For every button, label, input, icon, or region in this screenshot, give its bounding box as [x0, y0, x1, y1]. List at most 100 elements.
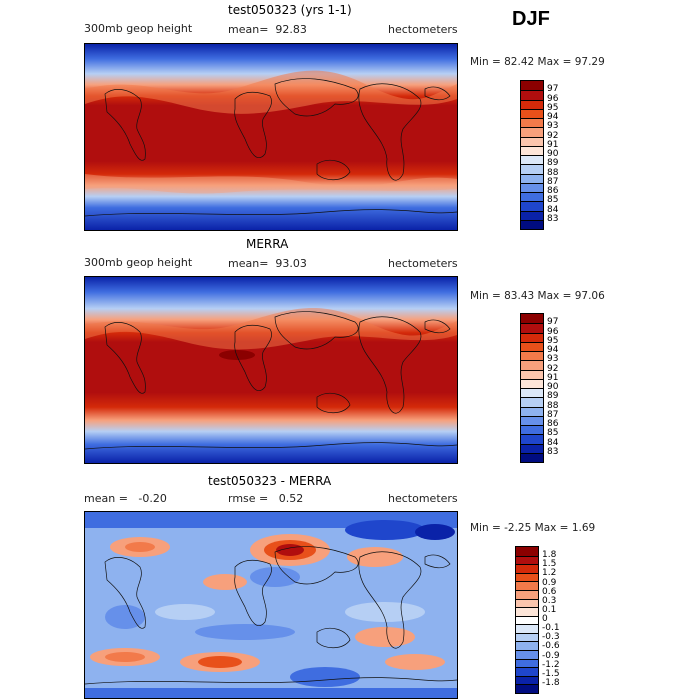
colorbar-label: 96: [547, 326, 559, 337]
panel3-rmse: rmse = 0.52: [228, 492, 303, 505]
colorbar-swatch: [521, 397, 543, 407]
panel1-map: [84, 43, 458, 231]
colorbar-swatch: [516, 675, 538, 685]
panel1-mean: mean= 92.83: [228, 23, 307, 36]
colorbar-label: 86: [547, 419, 559, 429]
panel2-field: [85, 277, 457, 463]
colorbar-label: 87: [547, 409, 559, 420]
panel3-max-label: Max =: [534, 522, 569, 534]
colorbar-swatch: [516, 607, 538, 616]
panel2-mean-label: mean=: [228, 257, 269, 270]
panel3-title: test050323 - MERRA: [208, 474, 332, 488]
colorbar-swatch: [521, 173, 543, 183]
panel1-mean-value: 92.83: [275, 23, 307, 36]
colorbar-swatch: [521, 415, 543, 425]
panel1-units: hectometers: [388, 23, 458, 36]
colorbar-swatch: [521, 425, 543, 435]
colorbar-label: 95: [547, 335, 559, 346]
colorbar-swatch: [521, 341, 543, 351]
panel2-colorbar: [520, 313, 544, 463]
colorbar-swatch: [516, 598, 538, 608]
panel1-max-value: 97.29: [574, 56, 605, 68]
colorbar-swatch: [516, 615, 538, 625]
colorbar-label: 96: [547, 93, 559, 104]
colorbar-swatch: [521, 90, 543, 100]
colorbar-swatch: [521, 210, 543, 220]
colorbar-label: -1.2: [542, 659, 560, 670]
colorbar-label: 84: [547, 437, 559, 448]
panel2-min-label: Min =: [470, 290, 501, 302]
panel1-max-label: Max =: [537, 56, 572, 68]
colorbar-label: 87: [547, 176, 559, 187]
colorbar-swatch: [521, 332, 543, 342]
colorbar-label: -0.1: [542, 623, 560, 634]
colorbar-label: 88: [547, 400, 559, 411]
colorbar-swatch: [521, 452, 543, 462]
colorbar-swatch: [521, 351, 543, 361]
panel2-title: MERRA: [246, 237, 289, 251]
colorbar-label: 84: [547, 204, 559, 215]
colorbar-swatch: [521, 155, 543, 165]
colorbar-swatch: [516, 589, 538, 599]
panel1-colorbar: [520, 80, 544, 230]
colorbar-swatch: [521, 192, 543, 202]
colorbar-label: 94: [547, 112, 559, 122]
colorbar-label: 85: [547, 195, 559, 206]
colorbar-swatch: [521, 145, 543, 155]
colorbar-label: 97: [547, 317, 559, 328]
panel3-max-value: 1.69: [571, 522, 596, 534]
panel2-minmax: Min = 83.43 Max = 97.06: [470, 290, 605, 302]
colorbar-label: 93: [547, 354, 559, 365]
panel3-colorbar: [515, 546, 539, 694]
colorbar-label: 95: [547, 102, 559, 113]
panel2-max-value: 97.06: [574, 290, 605, 302]
colorbar-label: 93: [547, 121, 559, 132]
colorbar-label: -0.3: [542, 632, 560, 643]
colorbar-swatch: [516, 641, 538, 651]
colorbar-label: 1.2: [542, 568, 557, 579]
colorbar-label: -0.6: [542, 641, 560, 652]
colorbar-label: 88: [547, 167, 559, 178]
colorbar-label: 90: [547, 149, 559, 159]
panel1-min-value: 82.42: [504, 56, 535, 68]
panel1-min-label: Min =: [470, 56, 501, 68]
colorbar-label: 0: [542, 614, 548, 624]
colorbar-swatch: [521, 388, 543, 398]
panel1-mean-label: mean=: [228, 23, 269, 36]
colorbar-label: -0.9: [542, 650, 560, 661]
panel2-mean: mean= 93.03: [228, 257, 307, 270]
colorbar-swatch: [516, 658, 538, 668]
colorbar-label: -1.8: [542, 677, 560, 688]
panel3-map: [84, 511, 458, 699]
colorbar-swatch: [521, 108, 543, 118]
colorbar-label: 91: [547, 139, 559, 150]
panel1-left-text: 300mb geop height: [84, 22, 193, 35]
panel3-min-label: Min =: [470, 522, 501, 534]
colorbar-label: 89: [547, 158, 559, 169]
season-label: DJF: [512, 8, 550, 30]
colorbar-swatch: [521, 323, 543, 333]
colorbar-swatch: [521, 378, 543, 388]
colorbar-label: 0.1: [542, 604, 557, 615]
colorbar-swatch: [516, 624, 538, 633]
colorbar-label: 1.5: [542, 559, 557, 570]
colorbar-label: 90: [547, 382, 559, 392]
panel2-mean-value: 93.03: [275, 257, 307, 270]
panel3-min-value: -2.25: [504, 522, 532, 534]
colorbar-swatch: [521, 99, 543, 109]
colorbar-swatch: [516, 564, 538, 573]
colorbar-swatch: [521, 164, 543, 174]
panel3-field: [85, 512, 457, 698]
panel3-units: hectometers: [388, 492, 458, 505]
colorbar-swatch: [521, 182, 543, 192]
colorbar-label: 97: [547, 84, 559, 95]
colorbar-label: 86: [547, 186, 559, 196]
colorbar-swatch: [521, 314, 543, 324]
colorbar-swatch: [516, 581, 538, 590]
panel2-min-value: 83.43: [504, 290, 535, 302]
colorbar-swatch: [521, 406, 543, 416]
colorbar-swatch: [516, 572, 538, 582]
colorbar-label: 83: [547, 446, 559, 457]
colorbar-label: 0.9: [542, 577, 557, 588]
colorbar-swatch: [521, 360, 543, 370]
